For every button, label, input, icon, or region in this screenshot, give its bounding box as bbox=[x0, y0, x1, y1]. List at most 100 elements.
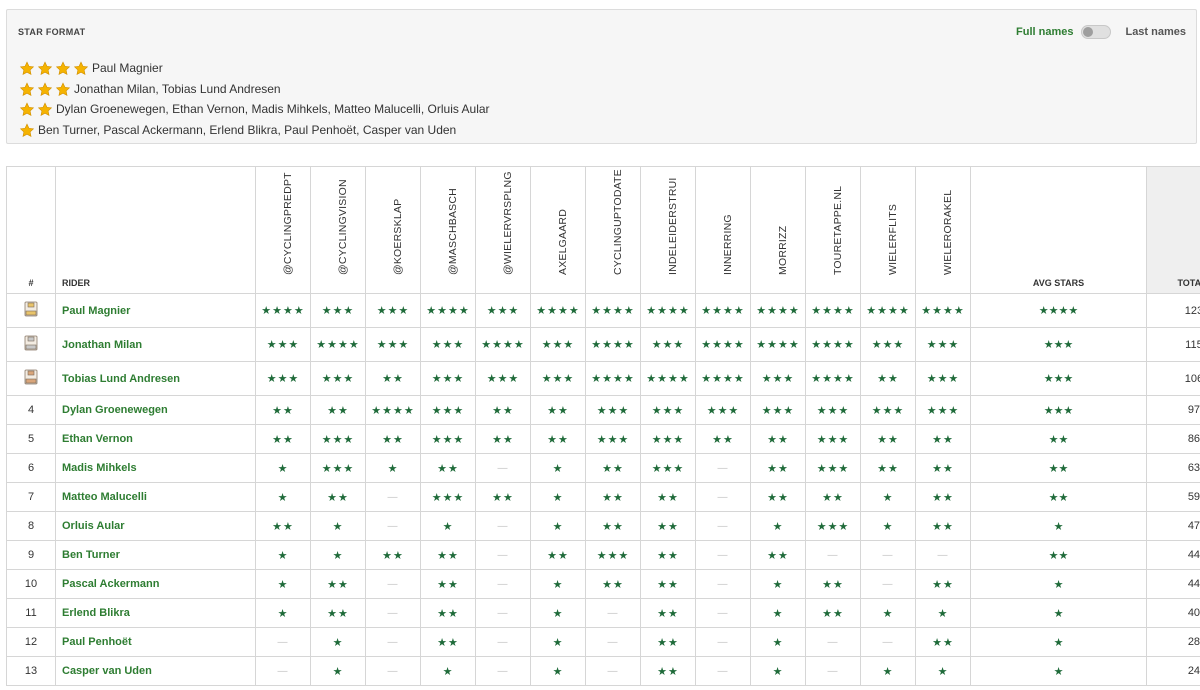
total-points-cell: 1154 bbox=[1146, 327, 1200, 362]
rider-column-header[interactable]: RIDER bbox=[55, 166, 256, 294]
star-rating-cell: ★★ bbox=[585, 511, 641, 541]
rank-column-header[interactable]: # bbox=[6, 166, 56, 294]
total-column-label: TOTAL bbox=[1177, 278, 1200, 288]
no-rating-cell: — bbox=[805, 656, 861, 686]
star-rating-cell: ★★★ bbox=[805, 395, 861, 425]
source-column-header[interactable]: @KOERSKLAP bbox=[365, 166, 421, 294]
rank-cell: 10 bbox=[6, 569, 56, 599]
star-rating-cell: ★★ bbox=[860, 453, 916, 483]
rider-name-link[interactable]: Madis Mihkels bbox=[55, 453, 256, 483]
rider-name-link[interactable]: Jonathan Milan bbox=[55, 327, 256, 362]
last-names-label[interactable]: Last names bbox=[1125, 26, 1186, 38]
star-rating-cell: ★★★ bbox=[420, 361, 476, 396]
toggle-knob bbox=[1083, 27, 1094, 37]
source-column-header[interactable]: INNERRING bbox=[695, 166, 751, 294]
source-column-header[interactable]: @WIELERVRSPLNG bbox=[475, 166, 531, 294]
total-points-cell: 445 bbox=[1146, 569, 1200, 599]
star-rating-cell: ★★ bbox=[310, 569, 366, 599]
star-rating-cell: ★★ bbox=[915, 511, 971, 541]
table-row[interactable]: 6 Madis Mihkels ★ ★★★ ★ ★★ — ★ ★★ ★★★ — ★★ ★★★ ★★ ★★ ★★… bbox=[6, 453, 1200, 483]
star-rating-cell: ★★★ bbox=[805, 511, 861, 541]
table-row[interactable]: 7 Matteo Malucelli ★ ★★ — ★★★ ★★ ★ ★★ ★★ — ★★ ★★ ★ ★★ ★… bbox=[6, 482, 1200, 512]
star-rating-cell: ★ bbox=[530, 511, 586, 541]
rider-name-link[interactable]: Paul Magnier bbox=[55, 293, 256, 328]
rider-name-link[interactable]: Matteo Malucelli bbox=[55, 482, 256, 512]
star-rating-cell: ★★ bbox=[310, 598, 366, 628]
star-rating-cell: ★★ bbox=[860, 361, 916, 396]
source-column-header[interactable]: @CYCLINGVISION bbox=[310, 166, 366, 294]
rider-name-link[interactable]: Erlend Blikra bbox=[55, 598, 256, 628]
source-column-header[interactable]: AXELGAARD bbox=[530, 166, 586, 294]
star-rating-cell: ★ bbox=[530, 453, 586, 483]
table-row[interactable]: Tobias Lund Andresen ★★★ ★★★ ★★ ★★★ ★★★ ★★★ ★★★… bbox=[6, 361, 1200, 396]
star-rating-cell: ★★★★ bbox=[585, 327, 641, 362]
table-row[interactable]: Paul Magnier ★★★★ ★★★ ★★★ ★★★★ ★★★ ★★★★ ★★★★ ★★★… bbox=[6, 293, 1200, 328]
total-points-cell: 282 bbox=[1146, 627, 1200, 657]
star-rating-cell: ★★ bbox=[915, 569, 971, 599]
rider-name-link[interactable]: Orluis Aular bbox=[55, 511, 256, 541]
table-row[interactable]: Jonathan Milan ★★★ ★★★★ ★★★ ★★★ ★★★★ ★★★ ★★★★ ★★… bbox=[6, 327, 1200, 362]
star-rating-cell: ★ bbox=[750, 656, 806, 686]
total-points-cell: 1066 bbox=[1146, 361, 1200, 396]
star-rating-cell: ★★ bbox=[420, 453, 476, 483]
avg-stars-cell: ★★★ bbox=[970, 327, 1147, 362]
star-rating-cell: ★★★ bbox=[585, 395, 641, 425]
avg-stars-cell: ★ bbox=[970, 656, 1147, 686]
legend-stars bbox=[19, 101, 55, 117]
source-column-header[interactable]: TOURETAPPE.NL bbox=[805, 166, 861, 294]
source-column-header[interactable]: WIELERORAKEL bbox=[915, 166, 971, 294]
star-rating-cell: ★★★ bbox=[475, 361, 531, 396]
silver-medal-icon bbox=[24, 335, 38, 351]
no-rating-cell: — bbox=[860, 627, 916, 657]
rider-name-link[interactable]: Tobias Lund Andresen bbox=[55, 361, 256, 396]
total-column-header[interactable]: TOTAL▼ bbox=[1146, 166, 1200, 294]
gold-star-icon bbox=[55, 60, 71, 75]
star-rating-cell: ★★★ bbox=[640, 395, 696, 425]
rider-name-link[interactable]: Pascal Ackermann bbox=[55, 569, 256, 599]
source-column-header[interactable]: WIELERFLITS bbox=[860, 166, 916, 294]
star-rating-cell: ★★★ bbox=[640, 424, 696, 454]
legend-names: Paul Magnier bbox=[92, 61, 163, 75]
rider-name-link[interactable]: Casper van Uden bbox=[55, 656, 256, 686]
star-rating-cell: ★★★ bbox=[420, 395, 476, 425]
star-rating-cell: ★ bbox=[310, 540, 366, 570]
rider-name-link[interactable]: Dylan Groenewegen bbox=[55, 395, 256, 425]
star-rating-cell: ★★★ bbox=[805, 453, 861, 483]
star-rating-cell: ★ bbox=[860, 598, 916, 628]
table-row[interactable]: 4 Dylan Groenewegen ★★ ★★ ★★★★ ★★★ ★★ ★★ ★★★ ★★★ ★… bbox=[6, 395, 1200, 425]
source-column-header[interactable]: INDELEIDERSTRUI bbox=[640, 166, 696, 294]
star-rating-cell: ★ bbox=[255, 482, 311, 512]
star-rating-cell: ★★★★ bbox=[695, 327, 751, 362]
source-column-header[interactable]: MORRIZZ bbox=[750, 166, 806, 294]
star-rating-cell: ★★★★ bbox=[915, 293, 971, 328]
star-rating-cell: ★★★ bbox=[585, 540, 641, 570]
rider-name-link[interactable]: Paul Penhoët bbox=[55, 627, 256, 657]
table-row[interactable]: 5 Ethan Vernon ★★ ★★★ ★★ ★★★ ★★ ★★ ★★★ ★★★ ★★ ★★ ★★★… bbox=[6, 424, 1200, 454]
source-column-header[interactable]: @CYCLINGPREDPT bbox=[255, 166, 311, 294]
name-format-toggle[interactable] bbox=[1081, 25, 1112, 39]
bronze-medal-icon bbox=[24, 369, 38, 385]
total-points-cell: 594 bbox=[1146, 482, 1200, 512]
full-names-label[interactable]: Full names bbox=[1016, 26, 1074, 38]
source-column-header[interactable]: @MASCHBASCH bbox=[420, 166, 476, 294]
total-points-cell: 474 bbox=[1146, 511, 1200, 541]
total-points-cell: 1238 bbox=[1146, 293, 1200, 328]
star-rating-cell: ★★★★ bbox=[640, 293, 696, 328]
no-rating-cell: — bbox=[860, 569, 916, 599]
rank-cell: 11 bbox=[6, 598, 56, 628]
source-column-label: INDELEIDERSTRUI bbox=[667, 177, 679, 275]
no-rating-cell: — bbox=[860, 540, 916, 570]
source-column-header[interactable]: CYCLINGUPTODATE bbox=[585, 166, 641, 294]
star-rating-cell: ★★★ bbox=[420, 424, 476, 454]
table-row[interactable]: 10 Pascal Ackermann ★ ★★ — ★★ — ★ ★★ ★★ — ★ ★★ — ★★ ★ 44… bbox=[6, 569, 1200, 599]
star-rating-cell: ★★★ bbox=[915, 361, 971, 396]
star-rating-cell: ★★★★ bbox=[695, 293, 751, 328]
rider-name-link[interactable]: Ethan Vernon bbox=[55, 424, 256, 454]
rider-name-link[interactable]: Ben Turner bbox=[55, 540, 256, 570]
avg-stars-column-header[interactable]: AVG STARS bbox=[970, 166, 1147, 294]
